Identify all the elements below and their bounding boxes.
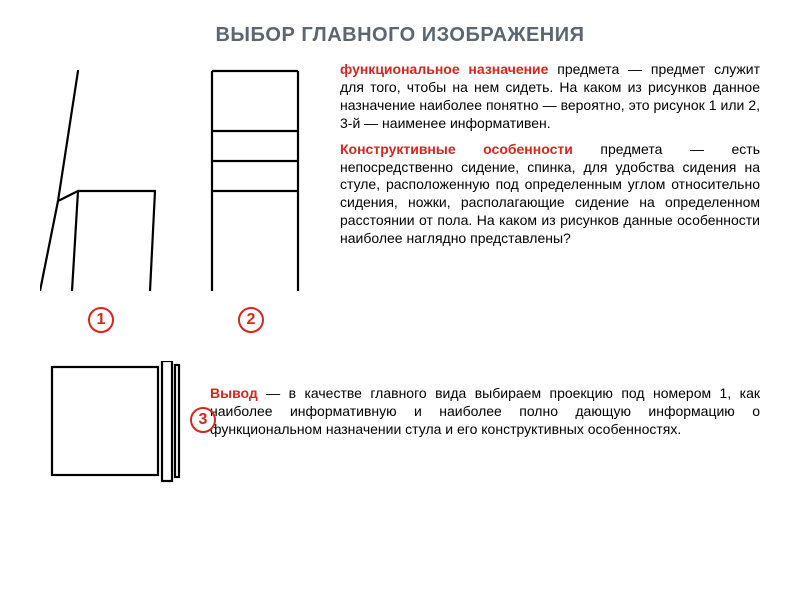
fig-chair-top bbox=[50, 361, 182, 483]
fig-chair-side bbox=[40, 61, 160, 291]
para-functional-lead: функциональное назначение bbox=[340, 61, 548, 77]
para-constructive-lead: Конструктивные особенности bbox=[340, 141, 573, 157]
page-title: ВЫБОР ГЛАВНОГО ИЗОБРАЖЕНИЯ bbox=[40, 24, 760, 47]
fig-2-badge: 2 bbox=[238, 307, 264, 333]
fig-chair-front bbox=[200, 61, 310, 291]
figures-panel: 1 2 3 bbox=[40, 61, 330, 551]
fig-3-badge: 3 bbox=[190, 407, 216, 433]
para-functional: функциональное назначение предмета — пре… bbox=[340, 61, 760, 133]
para-constructive: Конструктивные особенности предмета — ес… bbox=[340, 141, 760, 248]
fig-1-badge: 1 bbox=[88, 307, 114, 333]
